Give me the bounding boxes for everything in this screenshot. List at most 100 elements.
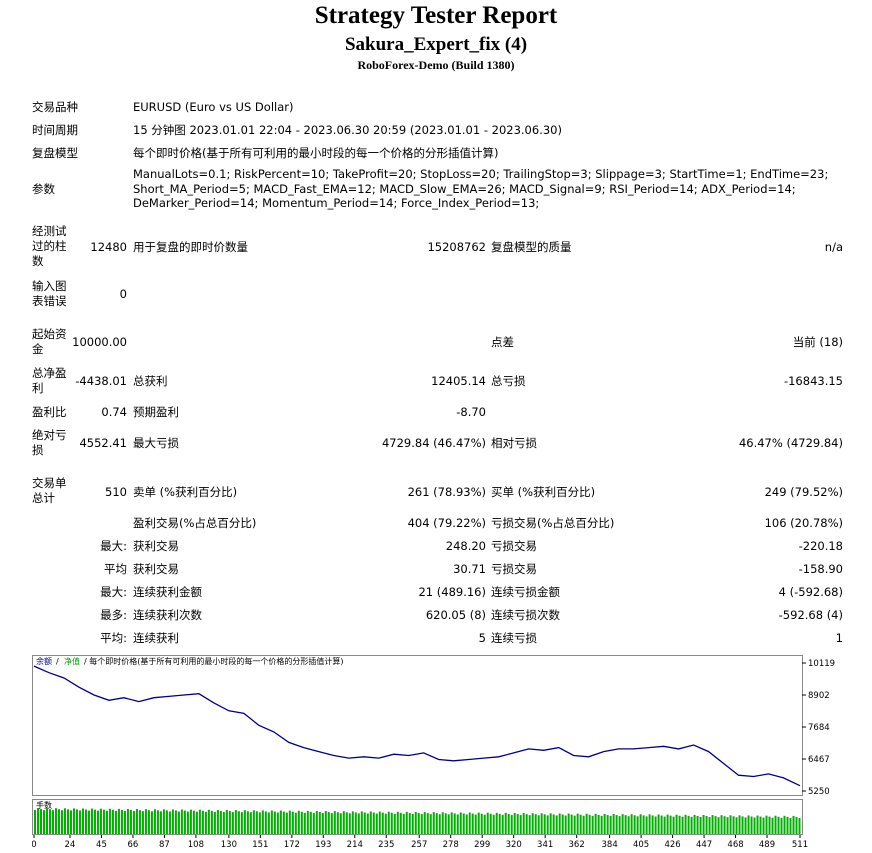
- short-label: 卖单 (%获利百分比): [133, 485, 238, 499]
- params-line-3: DeMarker_Period=14; Momentum_Period=14; …: [133, 196, 540, 210]
- volume-bar: [609, 816, 612, 834]
- volume-bar: [63, 808, 66, 834]
- x-tick-label: 130: [221, 840, 237, 850]
- model-label: 复盘模型: [32, 146, 78, 160]
- volume-bar: [657, 814, 660, 834]
- volume-bar: [138, 810, 141, 834]
- profit-trades-label: 盈利交易(%占总百分比): [133, 516, 257, 530]
- deposit-label: 起始资金: [32, 327, 67, 356]
- volume-bar: [753, 817, 756, 834]
- volume-bar: [300, 811, 303, 834]
- volume-bar: [705, 816, 708, 834]
- volume-bar: [42, 810, 45, 834]
- volume-bar: [207, 809, 210, 834]
- volume-bar: [384, 813, 387, 834]
- y-tick-label: 10119: [808, 659, 835, 669]
- volume-bar: [291, 811, 294, 834]
- volume-bar: [555, 815, 558, 834]
- max-drawdown-value: 4729.84 (46.47%): [381, 436, 486, 450]
- x-tick-label: 214: [347, 840, 363, 850]
- volume-bar: [87, 810, 90, 834]
- volume-bar: [213, 811, 216, 834]
- volume-bar: [726, 817, 729, 834]
- volume-bar: [81, 808, 84, 834]
- volume-bar: [783, 815, 786, 834]
- volume-bar: [513, 813, 516, 834]
- avg-profit-value: 30.71: [453, 562, 486, 576]
- volume-bar: [261, 810, 264, 834]
- volume-bar: [732, 816, 735, 834]
- volume-bar: [459, 812, 462, 834]
- max-consec-profit-value: 620.05 (8): [425, 608, 486, 622]
- volume-bar: [57, 809, 60, 834]
- volume-bar: [75, 809, 78, 834]
- volume-bar: [702, 814, 705, 834]
- volume-bar: [129, 810, 132, 834]
- volume-bar: [717, 817, 720, 834]
- volume-bar: [228, 811, 231, 834]
- volume-bar: [69, 810, 72, 834]
- volume-bar: [186, 811, 189, 834]
- volume-bar: [507, 813, 510, 834]
- avg2-prefix: 平均:: [100, 631, 127, 645]
- errors-label: 输入图表错误: [32, 279, 67, 308]
- x-tick-label: 511: [792, 840, 808, 850]
- volume-bar: [537, 815, 540, 834]
- volume-bar: [360, 811, 363, 834]
- balance-chart: 余额 / 净值 / 每个即时价格(基于所有可利用的最小时段的每一个价格的分形插值…: [32, 655, 835, 850]
- volume-bar: [216, 809, 219, 834]
- volume-bar: [762, 817, 765, 834]
- volume-bar: [282, 811, 285, 834]
- x-tick-label: 235: [378, 840, 394, 850]
- params-line-2: Short_MA_Period=5; MACD_Fast_EMA=12; MAC…: [133, 182, 796, 196]
- volume-bar: [438, 814, 441, 834]
- net-profit-label: 总净盈利: [32, 366, 67, 395]
- volume-bar: [750, 816, 753, 834]
- volume-bar: [627, 816, 630, 834]
- volume-bar: [270, 810, 273, 834]
- net-profit-value: -4438.01: [75, 374, 127, 388]
- volume-bar: [420, 814, 423, 834]
- volume-bar: [603, 813, 606, 834]
- volume-bar: [411, 813, 414, 834]
- volume-bar: [399, 812, 402, 834]
- largest-loss-value: -220.18: [798, 539, 843, 553]
- max-consec-loss-value: -592.68 (4): [778, 608, 843, 622]
- x-tick-label: 193: [315, 840, 331, 850]
- gross-loss-value: -16843.15: [783, 374, 843, 388]
- volume-bar: [171, 809, 174, 834]
- volume-bar: [690, 816, 693, 834]
- profit-factor-value: 0.74: [101, 405, 127, 419]
- report-title: Strategy Tester Report: [314, 2, 558, 29]
- chart-plot-frame: [32, 655, 803, 796]
- volume-bar: [45, 808, 48, 834]
- volume-bar: [120, 809, 123, 834]
- volume-bar: [687, 815, 690, 834]
- volume-bar: [34, 810, 36, 834]
- balance-series-line: [33, 665, 801, 787]
- volume-bar: [558, 813, 561, 834]
- volume-bar: [72, 808, 75, 834]
- y-tick-label: 8902: [808, 691, 830, 701]
- y-tick-label: 5250: [808, 787, 830, 797]
- total-trades-value: 510: [105, 485, 127, 499]
- volume-bar: [243, 810, 246, 834]
- volume-bar: [780, 817, 783, 834]
- volume-bar: [441, 812, 444, 834]
- volume-bar: [222, 811, 225, 834]
- volume-bar: [453, 813, 456, 834]
- volume-bar: [36, 808, 39, 834]
- volume-bar: [396, 811, 399, 834]
- volume-bar: [561, 814, 564, 834]
- volume-bar: [450, 812, 453, 834]
- volume-bar: [504, 812, 507, 834]
- volume-bar: [699, 816, 702, 834]
- volume-bar: [159, 811, 162, 834]
- volume-bar: [591, 815, 594, 834]
- volume-bar: [225, 810, 228, 834]
- volume-bar: [585, 813, 588, 834]
- volume-bar: [351, 811, 354, 834]
- volume-bar: [336, 812, 339, 834]
- short-value: 261 (78.93%): [407, 485, 486, 499]
- x-tick-label: 278: [443, 840, 459, 850]
